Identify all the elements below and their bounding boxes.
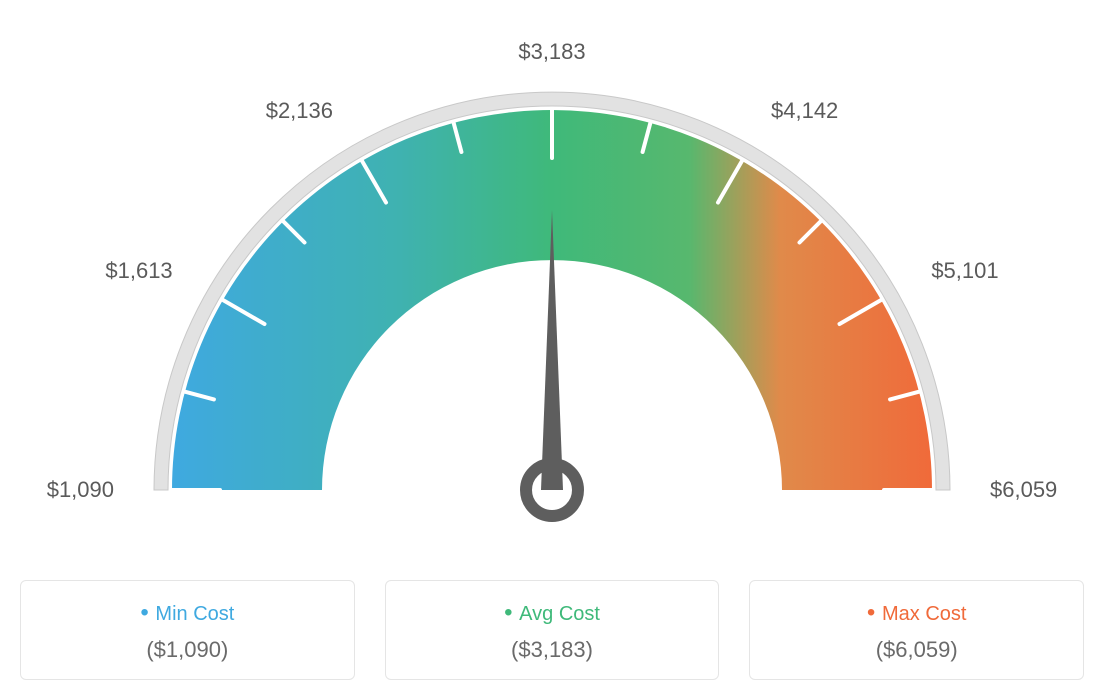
gauge-tick-label: $5,101 xyxy=(931,258,998,284)
legend-max-title: Max Cost xyxy=(760,599,1073,627)
legend-max-value: ($6,059) xyxy=(760,637,1073,663)
legend-avg-title: Avg Cost xyxy=(396,599,709,627)
gauge-tick-label: $1,090 xyxy=(47,477,114,503)
legend-min-title: Min Cost xyxy=(31,599,344,627)
gauge-tick-label: $6,059 xyxy=(990,477,1057,503)
gauge-svg xyxy=(20,20,1084,540)
gauge-area: $1,090 $1,613 $2,136 $3,183 $4,142 $5,101 $6,0… xyxy=(20,20,1084,560)
legend-min-card: Min Cost ($1,090) xyxy=(20,580,355,680)
legend-avg-value: ($3,183) xyxy=(396,637,709,663)
gauge-tick-label: $1,613 xyxy=(105,258,172,284)
legend-avg-card: Avg Cost ($3,183) xyxy=(385,580,720,680)
cost-gauge-chart: $1,090 $1,613 $2,136 $3,183 $4,142 $5,101 $6,0… xyxy=(20,20,1084,680)
legend-max-card: Max Cost ($6,059) xyxy=(749,580,1084,680)
gauge-tick-label: $2,136 xyxy=(266,98,333,124)
legend-row: Min Cost ($1,090) Avg Cost ($3,183) Max … xyxy=(20,580,1084,680)
gauge-tick-label: $3,183 xyxy=(518,39,585,65)
gauge-tick-label: $4,142 xyxy=(771,98,838,124)
legend-min-value: ($1,090) xyxy=(31,637,344,663)
